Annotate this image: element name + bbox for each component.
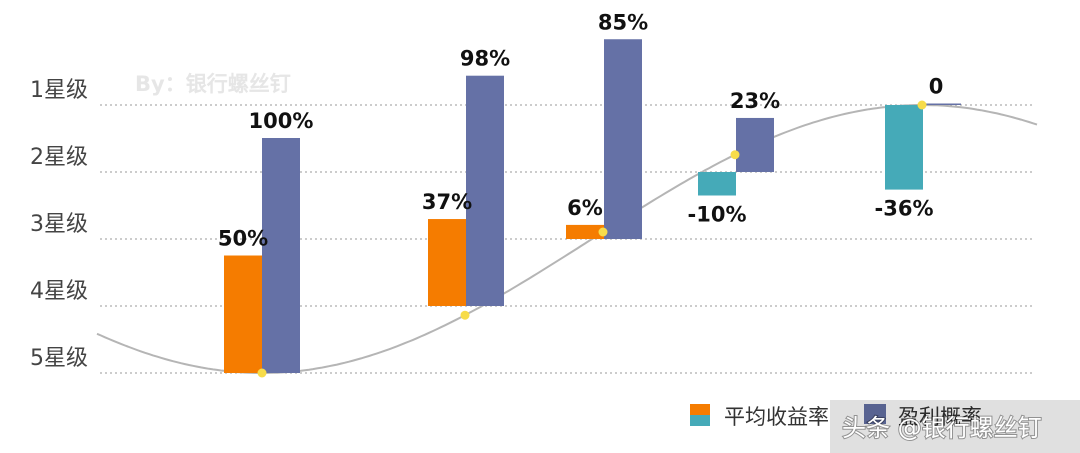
value-labels: 50% 100% 37% 98% 6% 85% -10% 23% -36% 0 (218, 10, 943, 250)
label-probability: 100% (249, 109, 314, 133)
label-return: -36% (875, 197, 934, 221)
label-return: -10% (688, 203, 747, 227)
bar-return (698, 172, 736, 196)
bar-probability (466, 75, 504, 306)
y-tick-label: 3星级 (30, 212, 88, 237)
bar-probability (604, 39, 642, 239)
y-tick-label: 5星级 (30, 346, 88, 371)
footer-text: 头条 @银行螺丝钉 (842, 414, 1042, 442)
y-tick-label: 2星级 (30, 145, 88, 170)
label-probability: 23% (730, 89, 780, 113)
curve-dot (460, 310, 470, 320)
bar-probability (736, 117, 774, 172)
legend-swatch-purple (864, 404, 886, 424)
bar-probability (923, 103, 961, 105)
bar-return (224, 255, 262, 373)
legend: 平均收益率 盈利概率 (690, 404, 982, 429)
label-probability: 98% (460, 47, 510, 71)
label-return: 50% (218, 227, 268, 251)
y-tick-label: 4星级 (30, 279, 88, 304)
label-return: 37% (422, 190, 472, 214)
curve-dot (257, 368, 267, 378)
bars (224, 39, 961, 373)
label-return: 6% (567, 196, 603, 220)
y-axis-ticks: 1星级 2星级 3星级 4星级 5星级 (30, 78, 88, 371)
curve-dot (598, 227, 608, 237)
bar-probability (262, 138, 300, 373)
y-tick-label: 1星级 (30, 78, 88, 103)
label-probability: 0 (929, 75, 944, 99)
curve-dots (257, 100, 927, 378)
curve-dot (730, 150, 740, 160)
legend-label-probability: 盈利概率 (898, 405, 982, 429)
bar-return (885, 105, 923, 190)
bar-return (428, 219, 466, 306)
footer-watermark: 头条 @银行螺丝钉 (830, 400, 1080, 453)
legend-swatch-orange (690, 404, 710, 415)
watermark: By：银行螺丝钉 (135, 72, 291, 96)
label-probability: 85% (598, 10, 648, 34)
legend-label-returns: 平均收益率 (724, 405, 829, 429)
bar-return (566, 224, 604, 239)
legend-swatch-teal (690, 415, 710, 426)
footer-shadow (830, 400, 1080, 453)
curve-dot (917, 100, 927, 110)
